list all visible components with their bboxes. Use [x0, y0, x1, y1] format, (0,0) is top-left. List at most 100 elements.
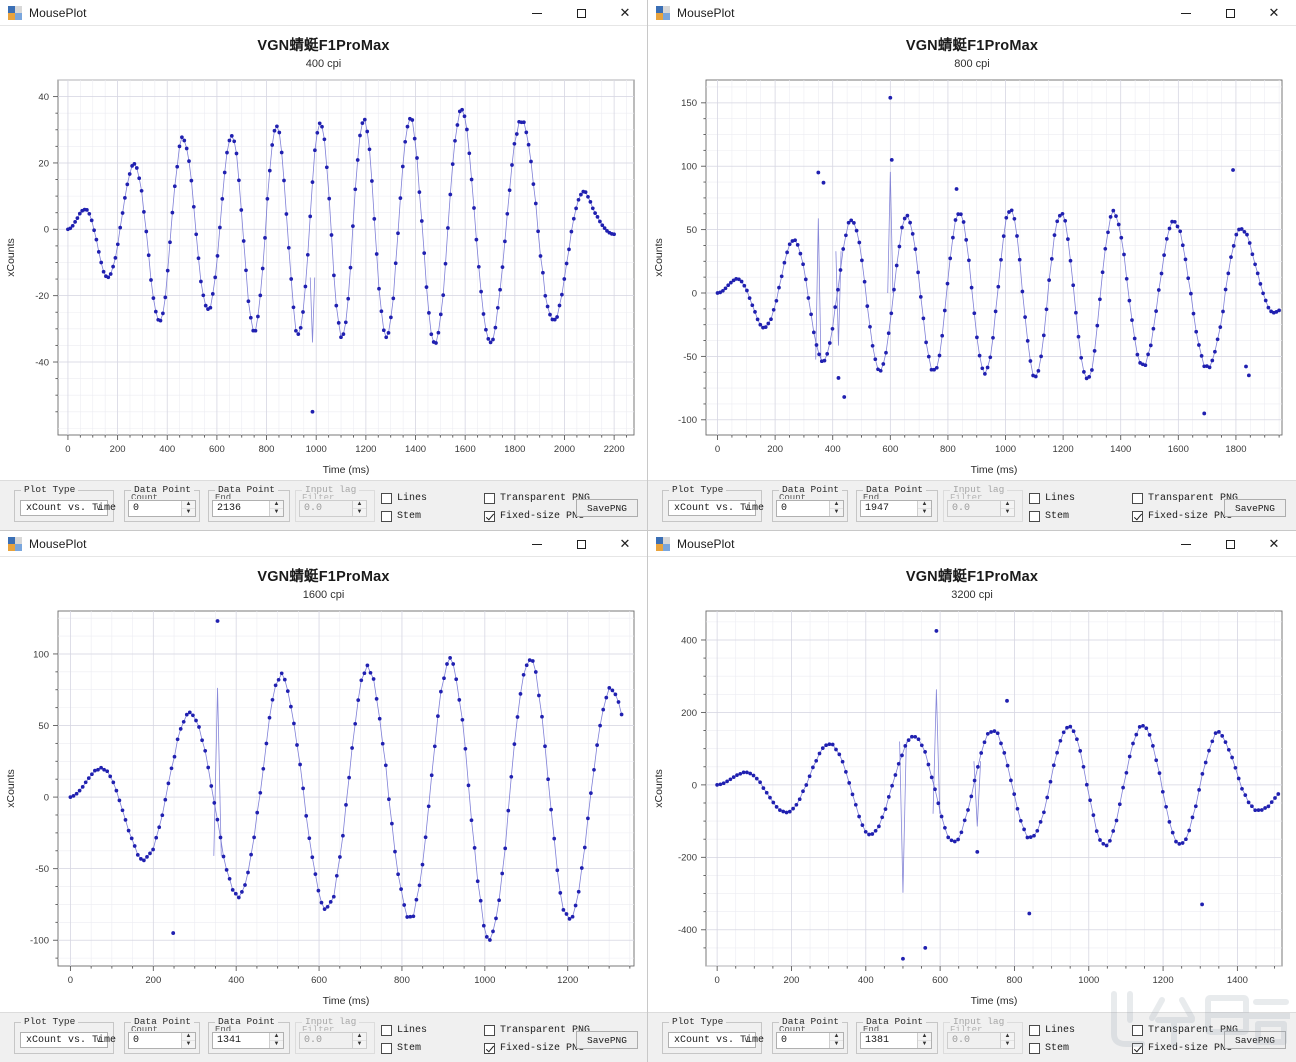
data-point-end-spinner[interactable]: 1341 ▲ ▼: [212, 1032, 284, 1049]
spin-up-icon[interactable]: ▲: [270, 1033, 283, 1041]
fixed-size-png-checkbox-box[interactable]: [1132, 1043, 1143, 1054]
lines-checkbox-box[interactable]: [1029, 1025, 1040, 1036]
stem-checkbox[interactable]: Stem: [1029, 1043, 1069, 1054]
minimize-button[interactable]: [1164, 0, 1208, 26]
input-lag-group-sublabel: Filter: [950, 493, 983, 499]
data-point-end-spinner[interactable]: 1381 ▲ ▼: [860, 1032, 932, 1049]
data-point-count-spin-buttons[interactable]: ▲ ▼: [181, 1033, 195, 1048]
save-png-button[interactable]: SavePNG: [576, 499, 638, 517]
data-point-end-spinner[interactable]: 1947 ▲ ▼: [860, 500, 932, 517]
transparent-png-checkbox[interactable]: Transparent PNG: [484, 493, 590, 504]
save-png-button[interactable]: SavePNG: [1224, 1031, 1286, 1049]
stem-checkbox-box[interactable]: [1029, 1043, 1040, 1054]
window-buttons: ✕: [515, 531, 647, 557]
data-point-count-spin-buttons[interactable]: ▲ ▼: [829, 1033, 843, 1048]
data-point-count-spinner[interactable]: 0 ▲ ▼: [128, 500, 196, 517]
fixed-size-png-checkbox[interactable]: Fixed-size PNG: [1132, 1043, 1232, 1054]
transparent-png-checkbox-box[interactable]: [1132, 1025, 1143, 1036]
fixed-size-png-checkbox[interactable]: Fixed-size PNG: [484, 511, 584, 522]
transparent-png-checkbox[interactable]: Transparent PNG: [484, 1025, 590, 1036]
stem-checkbox-box[interactable]: [381, 511, 392, 522]
data-point-count-spinner[interactable]: 0 ▲ ▼: [128, 1032, 196, 1049]
plot-type-select[interactable]: xCount vs. Time ∨: [668, 500, 764, 516]
transparent-png-checkbox-box[interactable]: [484, 1025, 495, 1036]
spin-up-icon[interactable]: ▲: [270, 501, 283, 509]
plot-type-select[interactable]: xCount vs. Time ∨: [668, 1032, 764, 1048]
save-png-button[interactable]: SavePNG: [1224, 499, 1286, 517]
fixed-size-png-checkbox-box[interactable]: [1132, 511, 1143, 522]
spin-down-icon[interactable]: ▼: [273, 1041, 280, 1048]
maximize-button[interactable]: [1208, 531, 1252, 557]
svg-text:400: 400: [825, 444, 841, 455]
data-point-end-spin-buttons[interactable]: ▲ ▼: [917, 501, 931, 516]
svg-text:50: 50: [686, 225, 697, 236]
data-point-count-spin-buttons[interactable]: ▲ ▼: [829, 501, 843, 516]
minimize-button[interactable]: [515, 0, 559, 26]
close-button[interactable]: ✕: [1268, 536, 1280, 552]
lines-checkbox[interactable]: Lines: [381, 493, 427, 504]
spin-down-icon[interactable]: ▼: [833, 509, 840, 516]
stem-checkbox[interactable]: Stem: [381, 511, 421, 522]
chart-subtitle: 3200 cpi: [951, 589, 993, 601]
fixed-size-png-checkbox-box[interactable]: [484, 1043, 495, 1054]
spin-down-icon[interactable]: ▼: [833, 1041, 840, 1048]
fixed-size-png-checkbox[interactable]: Fixed-size PNG: [1132, 511, 1232, 522]
maximize-button[interactable]: [559, 531, 603, 557]
maximize-button[interactable]: [1208, 0, 1252, 26]
svg-text:2200: 2200: [604, 444, 625, 455]
lines-checkbox[interactable]: Lines: [1029, 493, 1075, 504]
spin-up-icon[interactable]: ▲: [830, 501, 843, 509]
svg-text:1200: 1200: [1153, 975, 1174, 986]
svg-text:0: 0: [692, 780, 697, 791]
transparent-png-checkbox[interactable]: Transparent PNG: [1132, 1025, 1238, 1036]
fixed-size-png-checkbox-box[interactable]: [484, 511, 495, 522]
stem-checkbox-box[interactable]: [381, 1043, 392, 1054]
data-point-count-spin-buttons[interactable]: ▲ ▼: [181, 501, 195, 516]
minimize-button[interactable]: [1164, 531, 1208, 557]
spin-up-icon[interactable]: ▲: [918, 1033, 931, 1041]
plot-type-select[interactable]: xCount vs. Time ∨: [20, 500, 116, 516]
data-point-count-spinner[interactable]: 0 ▲ ▼: [776, 1032, 844, 1049]
spin-down-icon[interactable]: ▼: [921, 1041, 928, 1048]
spin-down-icon[interactable]: ▼: [921, 509, 928, 516]
plot-type-group-label: Plot Type: [21, 484, 79, 495]
close-button[interactable]: ✕: [619, 5, 631, 21]
data-point-count-group: Data Point Count: [124, 1016, 200, 1054]
svg-text:Time (ms): Time (ms): [971, 995, 1018, 1007]
stem-checkbox[interactable]: Stem: [1029, 511, 1069, 522]
save-png-button[interactable]: SavePNG: [576, 1031, 638, 1049]
stem-checkbox[interactable]: Stem: [381, 1043, 421, 1054]
plot-type-select[interactable]: xCount vs. Time ∨: [20, 1032, 116, 1048]
spin-up-icon[interactable]: ▲: [182, 501, 195, 509]
data-point-end-spin-buttons[interactable]: ▲ ▼: [917, 1033, 931, 1048]
spin-up-icon[interactable]: ▲: [830, 1033, 843, 1041]
spin-down-icon[interactable]: ▼: [185, 1041, 192, 1048]
maximize-button[interactable]: [559, 0, 603, 26]
data-point-end-spinner[interactable]: 2136 ▲ ▼: [212, 500, 284, 517]
svg-text:800: 800: [259, 444, 275, 455]
transparent-png-checkbox[interactable]: Transparent PNG: [1132, 493, 1238, 504]
lines-checkbox-box[interactable]: [381, 493, 392, 504]
svg-text:800: 800: [940, 444, 956, 455]
data-point-end-spin-buttons[interactable]: ▲ ▼: [269, 501, 283, 516]
close-button[interactable]: ✕: [1268, 5, 1280, 21]
transparent-png-checkbox-box[interactable]: [1132, 493, 1143, 504]
spin-down-icon[interactable]: ▼: [185, 509, 192, 516]
transparent-png-checkbox-box[interactable]: [484, 493, 495, 504]
lines-checkbox-box[interactable]: [381, 1025, 392, 1036]
lines-checkbox[interactable]: Lines: [1029, 1025, 1075, 1036]
spin-down-icon[interactable]: ▼: [273, 509, 280, 516]
lines-checkbox[interactable]: Lines: [381, 1025, 427, 1036]
fixed-size-png-checkbox[interactable]: Fixed-size PNG: [484, 1043, 584, 1054]
data-point-end-spin-buttons[interactable]: ▲ ▼: [269, 1033, 283, 1048]
close-button[interactable]: ✕: [619, 536, 631, 552]
svg-text:1600: 1600: [455, 444, 476, 455]
spin-up-icon[interactable]: ▲: [182, 1033, 195, 1041]
data-point-count-spinner[interactable]: 0 ▲ ▼: [776, 500, 844, 517]
minimize-button[interactable]: [515, 531, 559, 557]
svg-text:-100: -100: [30, 936, 49, 947]
input-lag-spinner: 0.0 ▲ ▼: [299, 500, 367, 517]
stem-checkbox-box[interactable]: [1029, 511, 1040, 522]
lines-checkbox-box[interactable]: [1029, 493, 1040, 504]
spin-up-icon[interactable]: ▲: [918, 501, 931, 509]
